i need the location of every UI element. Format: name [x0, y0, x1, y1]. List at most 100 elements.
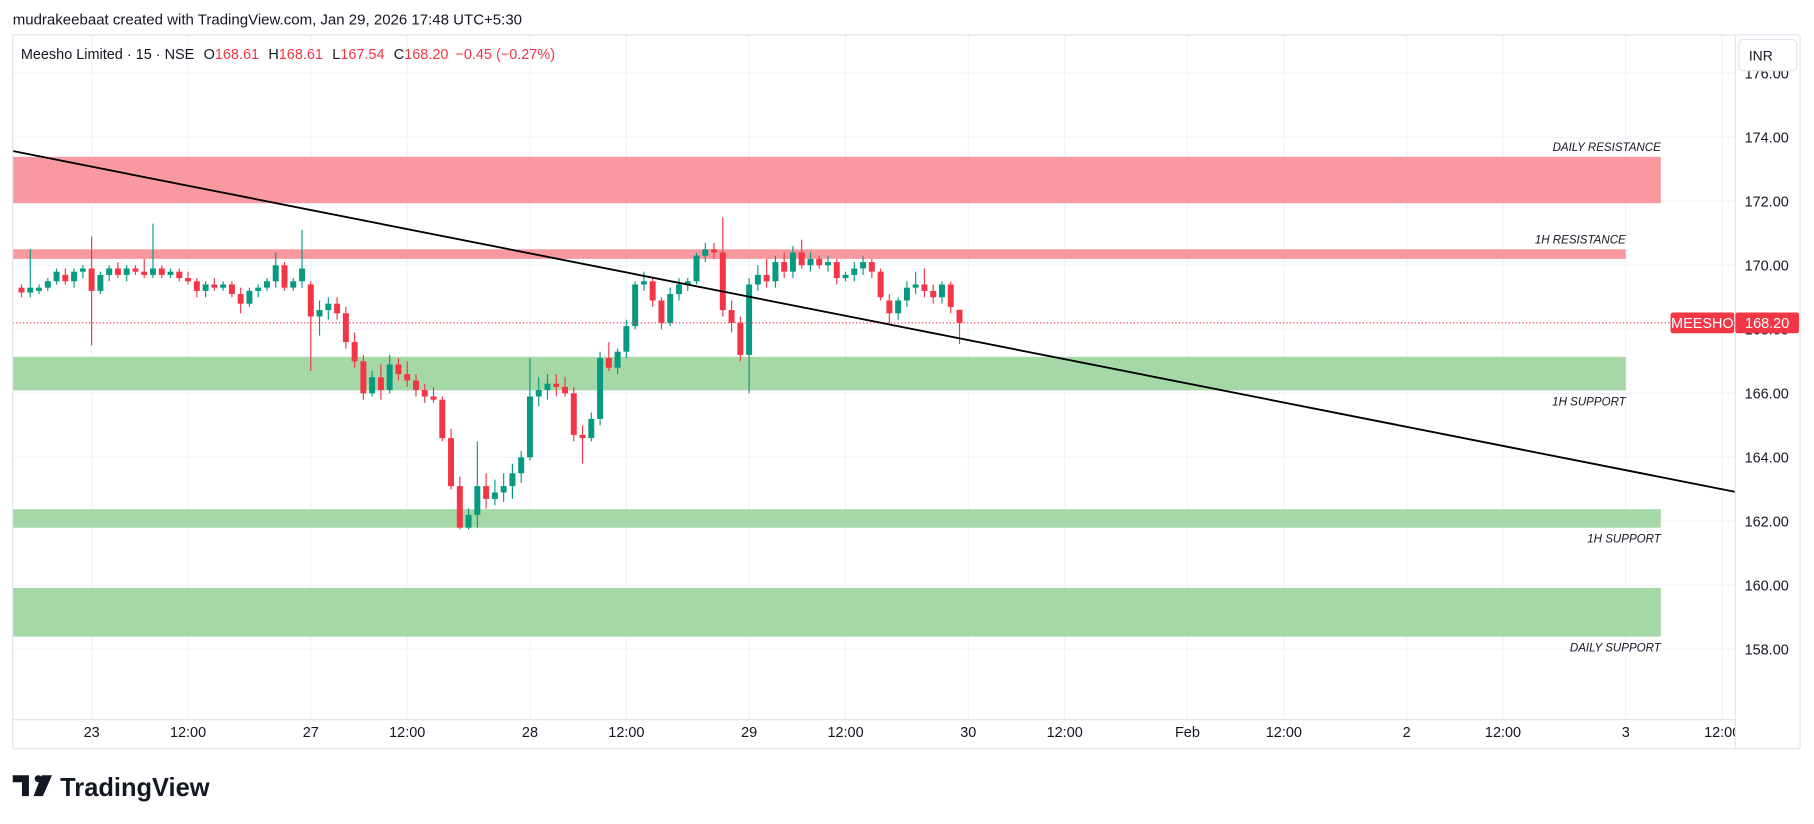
- candle-body: [167, 271, 174, 275]
- candle-body: [27, 287, 34, 293]
- candle-body: [860, 262, 867, 269]
- candle-body: [667, 294, 674, 323]
- y-tick-label: 166.00: [1745, 387, 1789, 403]
- candle-body: [158, 268, 165, 275]
- x-tick-label: 27: [303, 725, 319, 741]
- candle-body: [421, 390, 428, 397]
- x-tick-label: 28: [522, 725, 538, 741]
- candle-body: [439, 399, 446, 439]
- candle-body: [211, 284, 218, 288]
- candle-body: [369, 377, 376, 394]
- zone: [12, 587, 1661, 637]
- candle-body: [518, 457, 525, 474]
- candle-body: [526, 396, 533, 458]
- candle-body: [141, 271, 148, 275]
- candle-body: [789, 252, 796, 272]
- candle-body: [474, 486, 481, 515]
- zone: [12, 356, 1626, 391]
- candle-body: [176, 271, 183, 279]
- x-tick-label: 3: [1622, 725, 1630, 741]
- candle-body: [728, 310, 735, 323]
- candle-body: [737, 322, 744, 355]
- zone-label: DAILY RESISTANCE: [1553, 142, 1662, 154]
- candle-body: [614, 351, 621, 368]
- y-tick-label: 162.00: [1745, 515, 1789, 531]
- candle-body: [255, 287, 262, 291]
- legend-key: C: [394, 47, 404, 63]
- zone-label: 1H SUPPORT: [1552, 396, 1627, 408]
- candle-body: [456, 486, 463, 528]
- candle-body: [132, 268, 139, 272]
- x-tick-label: 12:00: [1704, 725, 1740, 741]
- candle-body: [553, 383, 560, 387]
- candle-body: [684, 281, 691, 285]
- logo-mark: [33, 775, 53, 797]
- currency-label[interactable]: INR: [1749, 47, 1773, 63]
- candle-body: [465, 514, 472, 528]
- candle-body: [413, 380, 419, 391]
- candle-body: [658, 300, 665, 323]
- candle-body: [448, 438, 455, 487]
- candle-body: [307, 284, 314, 317]
- brand: TradingView: [60, 774, 210, 802]
- candle-body: [781, 262, 788, 272]
- candle-body: [886, 300, 893, 314]
- candle-body: [44, 281, 51, 288]
- candle-body: [903, 287, 910, 301]
- candle-body: [386, 364, 393, 391]
- candle-body: [816, 258, 823, 266]
- candle-body: [500, 486, 507, 493]
- candle-body: [623, 326, 630, 352]
- candle-body: [930, 290, 937, 298]
- candle-body: [921, 284, 928, 291]
- x-tick-label: 30: [960, 725, 976, 741]
- legend-key: H: [268, 47, 278, 63]
- candle-body: [36, 287, 43, 291]
- zone-label: 1H SUPPORT: [1587, 534, 1662, 546]
- x-axis: 23 12:00 27 12:00 28 12:00 29 12:00 30 12:00 Feb 12…: [84, 725, 1740, 741]
- candle-body: [62, 274, 69, 282]
- x-tick-label: 29: [741, 725, 757, 741]
- candle-body: [649, 281, 656, 301]
- legend-value: 167.54: [340, 47, 384, 63]
- candle-body: [772, 262, 779, 282]
- x-tick-label: 12:00: [608, 725, 644, 741]
- x-tick-label: 2: [1403, 725, 1411, 741]
- price-tag-name-bg: [1670, 312, 1735, 334]
- candle-body: [807, 258, 814, 266]
- candle-body: [281, 265, 288, 288]
- candle-body: [798, 252, 805, 266]
- candle-body: [106, 268, 113, 275]
- candle-body: [79, 268, 86, 272]
- logo-mark: [12, 775, 36, 797]
- zone: [12, 249, 1626, 259]
- candle-body: [754, 274, 761, 285]
- candle-body: [185, 278, 192, 282]
- candle-body: [825, 262, 831, 266]
- x-tick-label: 23: [84, 725, 100, 741]
- y-tick-label: 170.00: [1745, 258, 1789, 274]
- currency-button[interactable]: [1738, 38, 1798, 72]
- y-tick-label: 164.00: [1745, 451, 1789, 467]
- candle-body: [605, 358, 612, 368]
- legend-change: −0.45 (−0.27%): [455, 47, 555, 63]
- candle-body: [114, 268, 121, 275]
- candle-body: [956, 309, 963, 323]
- candles: [18, 217, 963, 530]
- candle-body: [544, 383, 551, 391]
- legend: Meesho Limited · 15 · NSE O168.61 H168.61 L…: [21, 47, 555, 63]
- candle-body: [71, 271, 78, 282]
- legend-value: 168.20: [404, 47, 448, 63]
- candle-body: [640, 281, 647, 285]
- candle-body: [272, 265, 279, 282]
- candle-body: [334, 303, 341, 314]
- candle-body: [702, 249, 709, 256]
- legend-symbol: Meesho Limited · 15 · NSE: [21, 47, 195, 63]
- x-tick-label: 12:00: [1047, 725, 1083, 741]
- candle-body: [763, 274, 770, 282]
- candle-body: [299, 268, 305, 282]
- candle-body: [123, 268, 130, 275]
- candle-body: [491, 492, 498, 499]
- candle-body: [693, 255, 700, 282]
